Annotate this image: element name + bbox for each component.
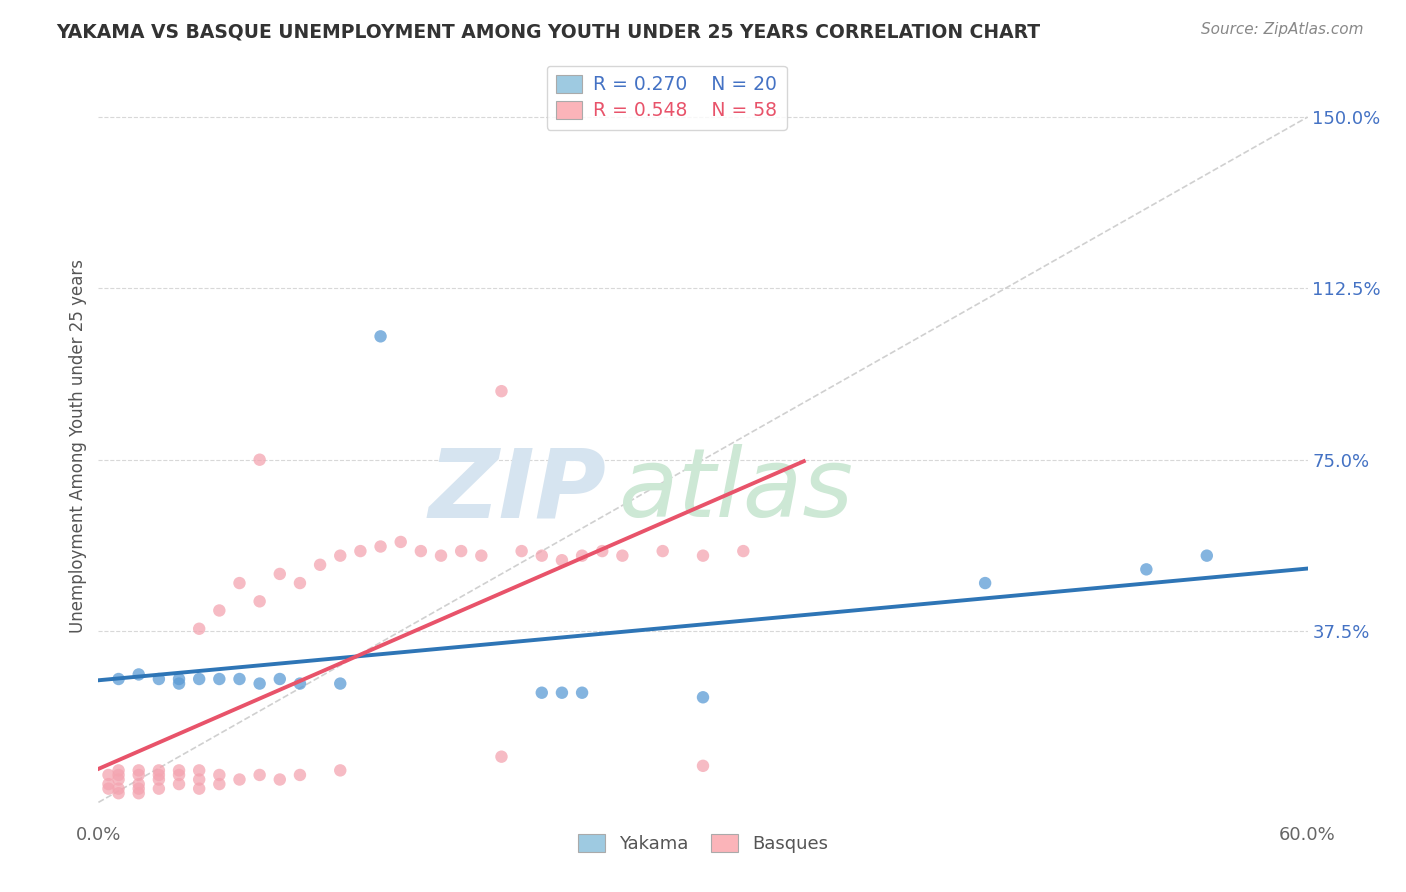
Point (128, 768, 150, 782)
Point (530, 549, 553, 563)
Point (288, 576, 311, 591)
Point (249, 768, 271, 782)
Point (491, 749, 513, 764)
Point (208, 768, 231, 782)
Point (167, 768, 190, 782)
Point (309, 558, 332, 572)
Point (571, 549, 593, 563)
Point (107, 764, 129, 778)
Point (97, 777, 120, 791)
Point (188, 622, 211, 636)
Point (228, 772, 250, 787)
Point (128, 781, 150, 796)
Point (430, 549, 453, 563)
Point (128, 786, 150, 800)
Point (228, 672, 250, 686)
Point (329, 676, 352, 690)
Point (249, 676, 271, 690)
Point (148, 768, 170, 782)
Point (128, 764, 150, 778)
Point (288, 676, 311, 690)
Point (188, 772, 211, 787)
Point (530, 686, 553, 700)
Point (470, 549, 492, 563)
Point (148, 772, 170, 787)
Point (370, 540, 392, 554)
Point (188, 764, 211, 778)
Point (107, 786, 129, 800)
Point (188, 672, 211, 686)
Point (651, 544, 673, 558)
Point (510, 544, 533, 558)
Point (128, 777, 150, 791)
Point (228, 576, 250, 591)
Point (148, 764, 170, 778)
Point (148, 781, 170, 796)
Point (389, 535, 412, 549)
Point (269, 672, 291, 686)
Text: Source: ZipAtlas.com: Source: ZipAtlas.com (1201, 22, 1364, 37)
Point (128, 667, 150, 681)
Point (167, 777, 190, 791)
Point (591, 544, 613, 558)
Point (491, 384, 513, 399)
Point (167, 672, 190, 686)
Point (269, 772, 291, 787)
Point (188, 781, 211, 796)
Point (612, 549, 634, 563)
Point (409, 544, 432, 558)
Point (692, 759, 714, 773)
Point (692, 549, 714, 563)
Point (107, 768, 129, 782)
Point (288, 768, 311, 782)
Point (107, 672, 129, 686)
Point (167, 676, 190, 690)
Point (692, 690, 714, 705)
Text: atlas: atlas (619, 444, 853, 538)
Point (97, 768, 120, 782)
Point (450, 544, 472, 558)
Point (208, 603, 231, 617)
Point (208, 672, 231, 686)
Y-axis label: Unemployment Among Youth under 25 years: Unemployment Among Youth under 25 years (69, 259, 87, 633)
Point (551, 686, 574, 700)
Point (329, 549, 352, 563)
Point (370, 329, 392, 343)
Point (349, 544, 371, 558)
Point (733, 544, 755, 558)
Point (551, 553, 574, 567)
Point (269, 566, 291, 581)
Point (1195, 549, 1218, 563)
Point (571, 686, 593, 700)
Point (97, 781, 120, 796)
Text: YAKAMA VS BASQUE UNEMPLOYMENT AMONG YOUTH UNDER 25 YEARS CORRELATION CHART: YAKAMA VS BASQUE UNEMPLOYMENT AMONG YOUT… (56, 22, 1040, 41)
Point (208, 777, 231, 791)
Point (249, 594, 271, 608)
Point (249, 452, 271, 467)
Point (167, 764, 190, 778)
Point (107, 781, 129, 796)
Point (1135, 562, 1157, 576)
Point (148, 672, 170, 686)
Text: ZIP: ZIP (429, 444, 606, 538)
Legend: Yakama, Basques: Yakama, Basques (571, 827, 835, 860)
Point (974, 576, 997, 591)
Point (329, 764, 352, 778)
Point (107, 772, 129, 787)
